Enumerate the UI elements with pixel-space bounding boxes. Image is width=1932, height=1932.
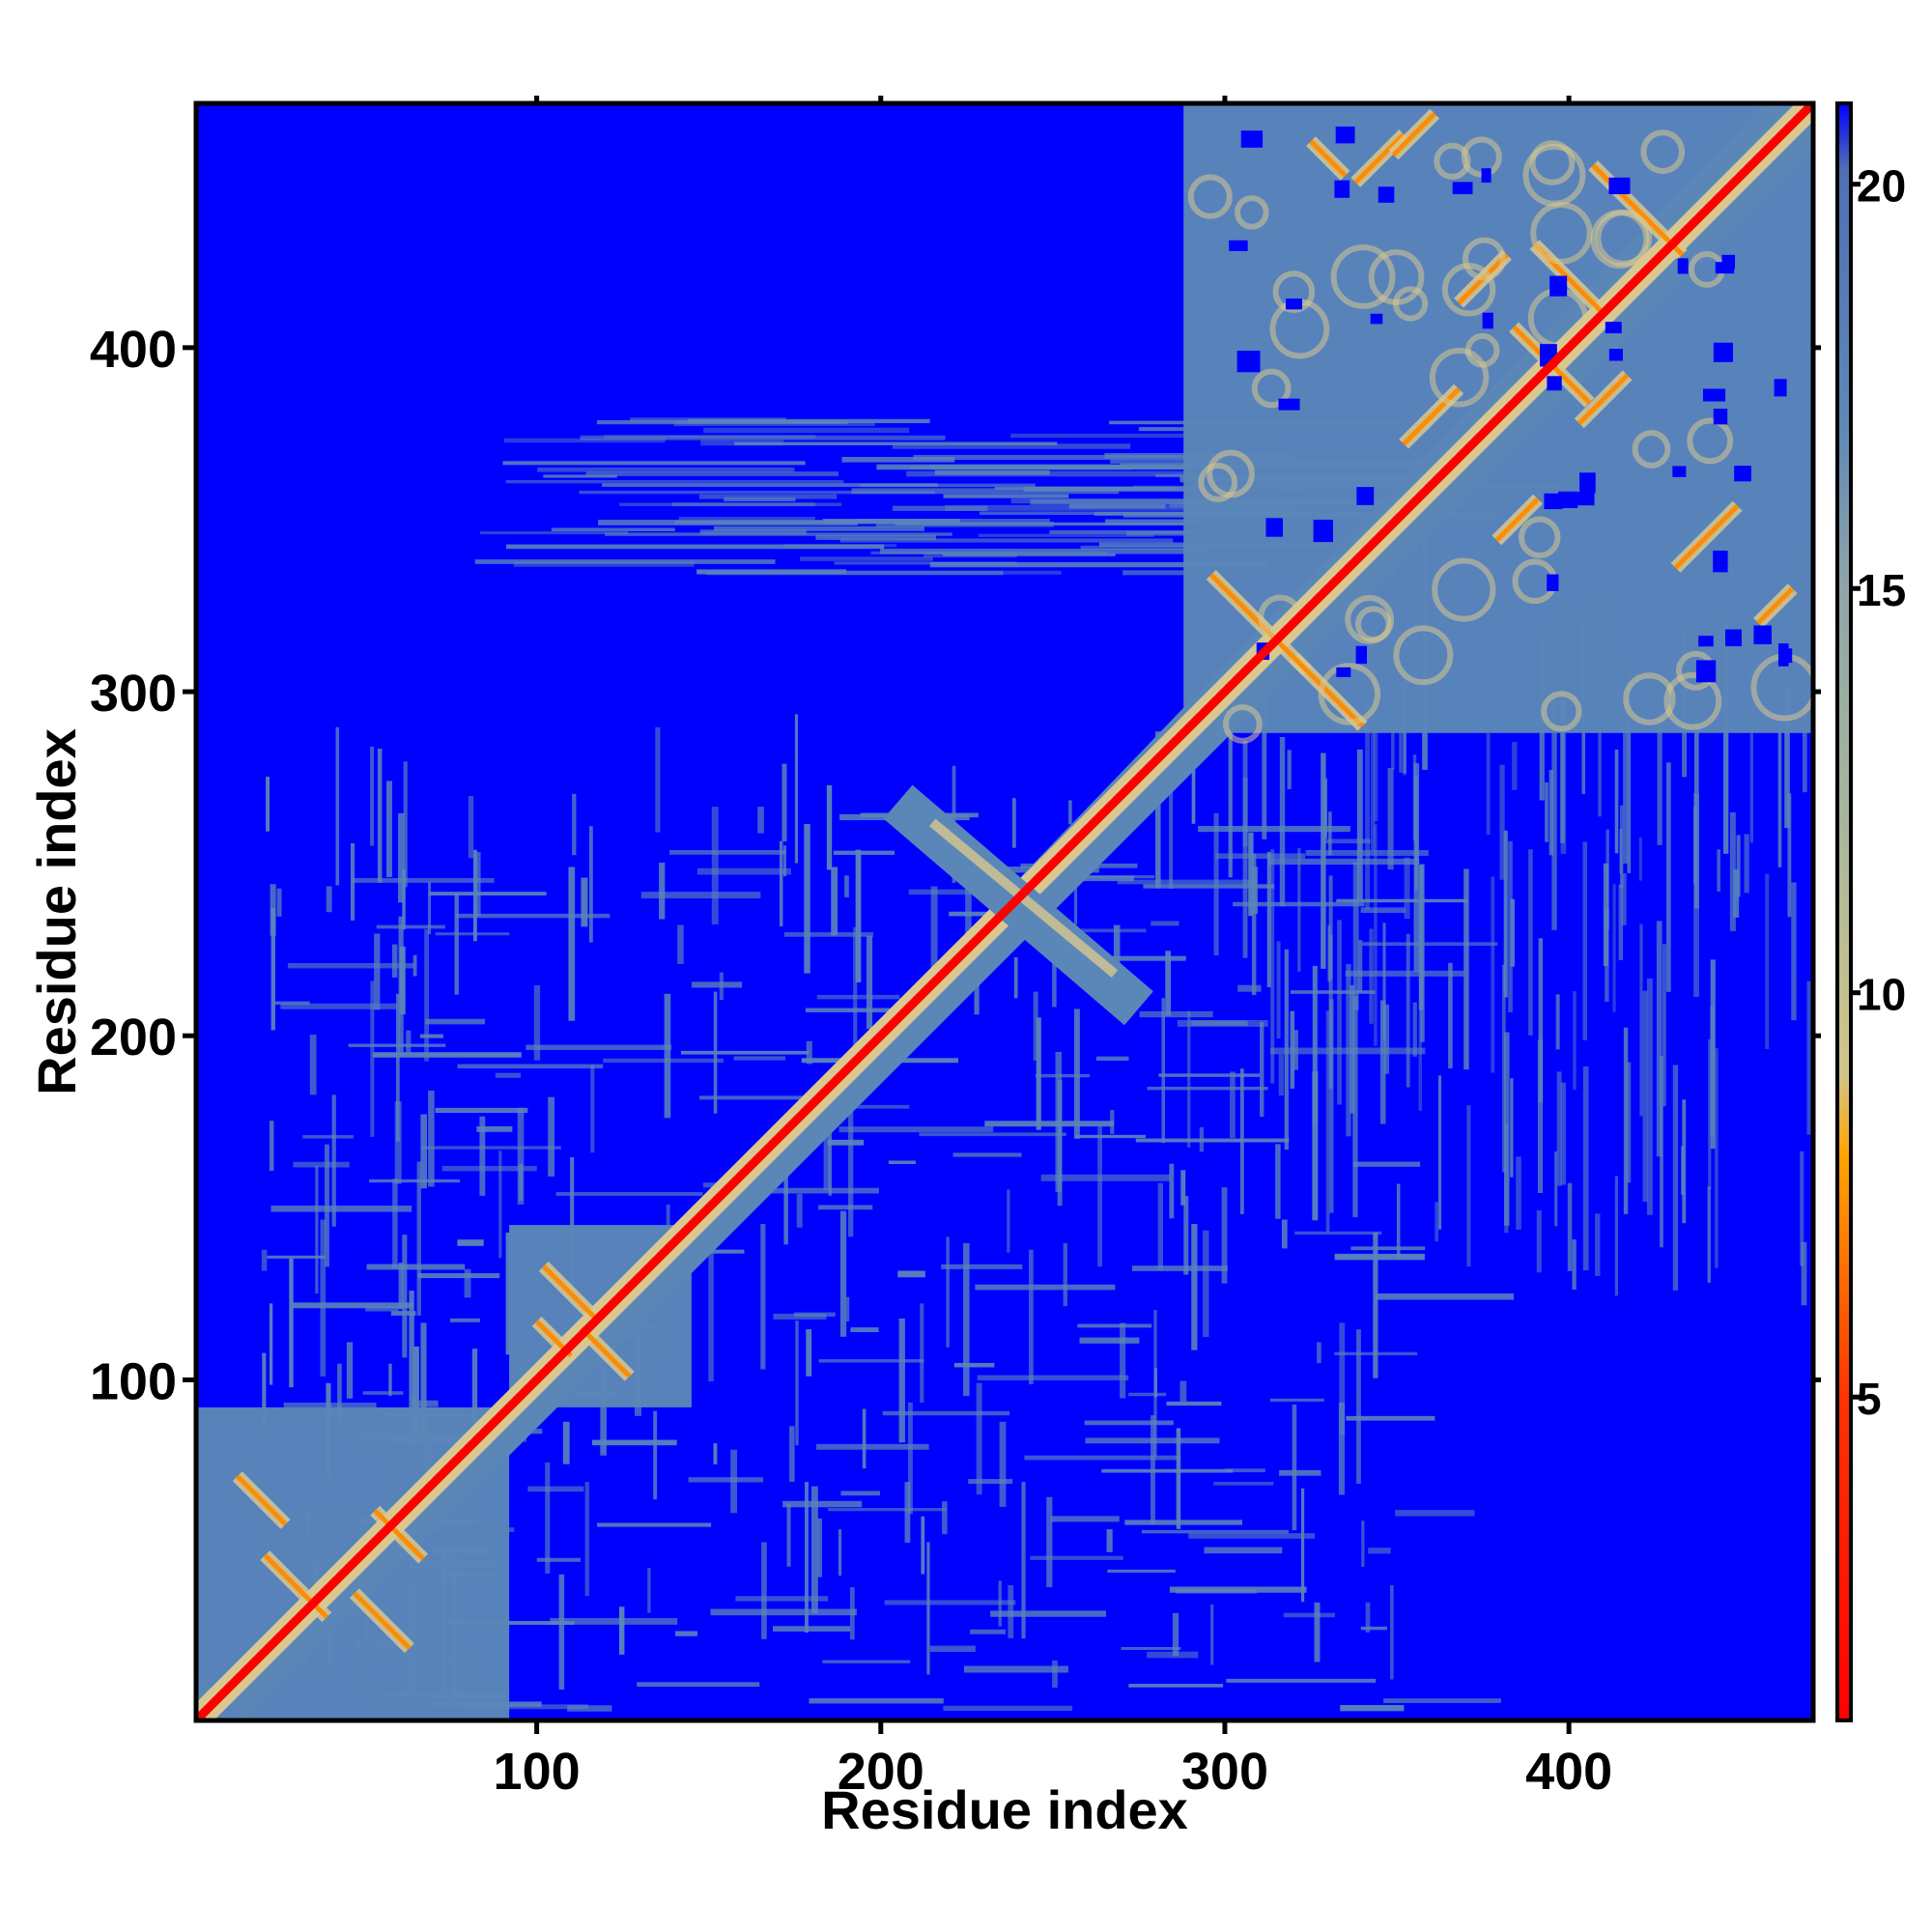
colorbar-segment [1837, 831, 1851, 1074]
y-axis-title: Residue index [26, 728, 87, 1095]
y-tick-label-300: 300 [90, 665, 177, 723]
contact-patches [232, 108, 1813, 1654]
x-axis-title: Residue index [821, 1779, 1188, 1840]
x-tick-label-200: 200 [838, 1743, 924, 1801]
y-tick-label-100: 100 [90, 1352, 177, 1410]
colorbar-segment [1837, 167, 1851, 428]
main-diagonal [196, 103, 1813, 1720]
colorbar-segment [1837, 426, 1851, 589]
mid-distance-streaks [261, 417, 1813, 1712]
colorbar: 5 10 15 20 [1835, 101, 1906, 1722]
colorbar-frame [1835, 101, 1853, 1722]
y-tick-label-200: 200 [90, 1009, 177, 1066]
x-axis: 100 200 300 400 [494, 96, 1612, 1801]
colorbar-segment [1837, 103, 1851, 169]
plot-frame [193, 100, 1816, 1723]
colorbar-tick-label-10: 10 [1857, 970, 1906, 1020]
x-tick-label-100: 100 [494, 1743, 581, 1801]
colorbar-segment [1837, 588, 1851, 832]
x-tick-label-400: 400 [1525, 1743, 1612, 1801]
colorbar-tick-label-20: 20 [1857, 161, 1906, 212]
colorbar-segment [1837, 1154, 1851, 1398]
y-axis: 100 200 300 400 [90, 321, 1821, 1410]
colorbar-tick-label-15: 15 [1857, 565, 1906, 615]
colorbar-tick-label-5: 5 [1857, 1374, 1882, 1424]
colorbar-segment [1837, 1397, 1851, 1721]
x-tick-label-300: 300 [1181, 1743, 1268, 1801]
colorbar-segment [1837, 1073, 1851, 1155]
y-tick-label-400: 400 [90, 321, 177, 379]
heatmap-area [196, 103, 1813, 1720]
